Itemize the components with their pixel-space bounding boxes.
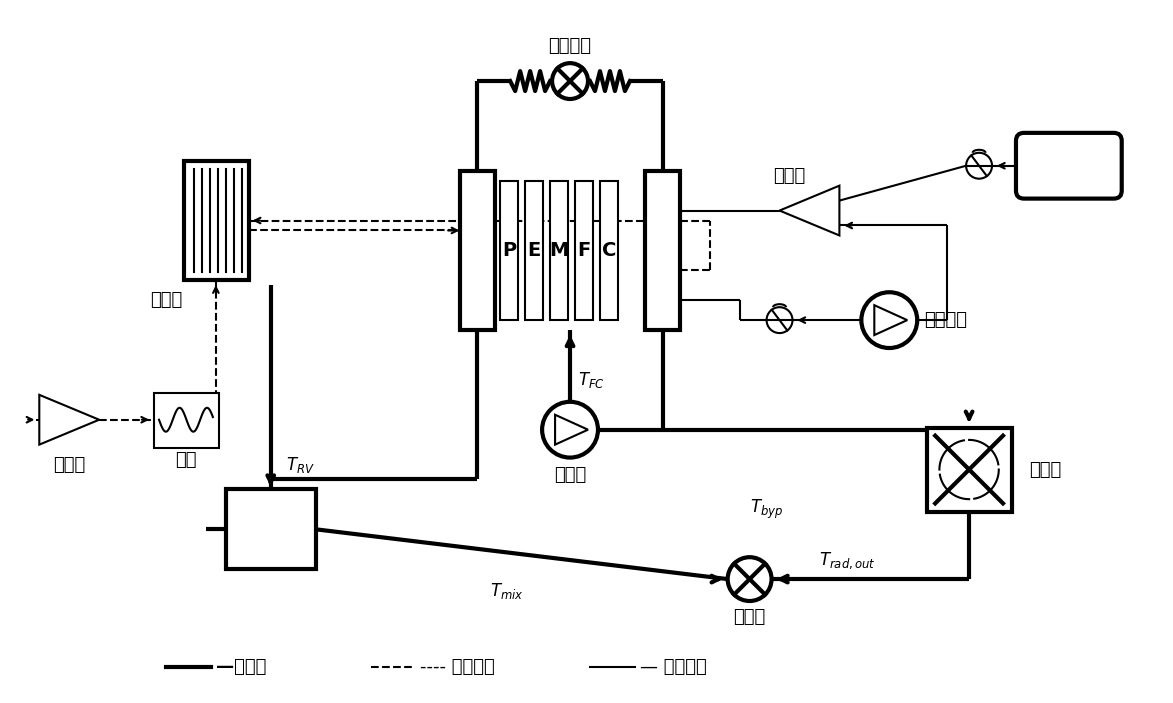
Text: $T_{mix}$: $T_{mix}$: [490, 581, 524, 601]
Polygon shape: [874, 305, 907, 335]
Bar: [500, 181, 518, 320]
Text: ---- 空气回路: ---- 空气回路: [420, 658, 495, 676]
Bar: [184, 161, 249, 280]
Text: P: P: [502, 241, 516, 260]
Bar: [550, 181, 568, 320]
Circle shape: [552, 63, 588, 99]
Circle shape: [861, 292, 917, 348]
Bar: [526, 181, 543, 320]
Text: 冷却泵: 冷却泵: [554, 465, 586, 484]
Bar: [460, 171, 495, 330]
Bar: [154, 393, 219, 448]
Text: 冷却
液箱: 冷却 液箱: [260, 510, 282, 549]
Text: 空压机: 空压机: [53, 456, 86, 474]
Polygon shape: [780, 186, 840, 236]
Text: 引射器: 引射器: [773, 167, 806, 185]
Circle shape: [767, 307, 793, 333]
Circle shape: [967, 153, 992, 179]
Text: $T_{FC}$: $T_{FC}$: [578, 370, 605, 390]
Text: — 氢气回路: — 氢气回路: [640, 658, 706, 676]
Bar: [226, 489, 316, 569]
FancyBboxPatch shape: [1016, 133, 1121, 199]
Text: $T_{byp}$: $T_{byp}$: [750, 498, 782, 521]
Bar: [927, 427, 1012, 512]
Text: 散热器: 散热器: [1029, 460, 1062, 479]
Bar: [575, 181, 594, 320]
Text: $T_{RV}$: $T_{RV}$: [286, 455, 314, 475]
Text: 氢循环泵: 氢循环泵: [924, 311, 968, 329]
Text: F: F: [577, 241, 591, 260]
Text: 旁通阀: 旁通阀: [733, 608, 766, 626]
Circle shape: [727, 557, 772, 601]
Polygon shape: [555, 415, 588, 444]
Bar: [645, 171, 680, 330]
Bar: [599, 181, 618, 320]
Text: M: M: [549, 241, 569, 260]
Text: —冷却液: —冷却液: [216, 658, 266, 676]
Text: E: E: [528, 241, 541, 260]
Circle shape: [542, 402, 598, 458]
Text: 氢罐: 氢罐: [1058, 157, 1079, 175]
Text: $T_{rad,out}$: $T_{rad,out}$: [820, 551, 876, 572]
Text: 加湿器: 加湿器: [150, 291, 182, 309]
Text: 中冷: 中冷: [175, 451, 197, 469]
Polygon shape: [40, 395, 100, 444]
Text: 电力负载: 电力负载: [549, 37, 591, 56]
Text: C: C: [602, 241, 616, 260]
